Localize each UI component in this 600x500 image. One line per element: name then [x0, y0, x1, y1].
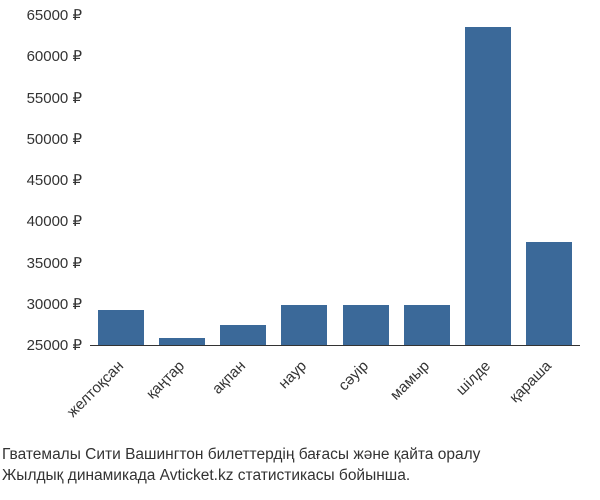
caption-line1: Гватемалы Сити Вашингтон билеттердің бағ… [2, 446, 480, 463]
chart-caption: Гватемалы Сити Вашингтон билеттердің бағ… [0, 445, 600, 487]
bar [220, 325, 266, 345]
bars-container [90, 15, 580, 345]
y-tick-label: 25000 ₽ [0, 336, 82, 354]
y-tick-label: 55000 ₽ [0, 89, 82, 107]
bar [404, 305, 450, 345]
y-tick-label: 40000 ₽ [0, 212, 82, 230]
y-tick-label: 60000 ₽ [0, 47, 82, 65]
plot-area [90, 15, 580, 345]
bar [343, 305, 389, 345]
bar [98, 310, 144, 345]
bar [281, 305, 327, 345]
y-tick-label: 65000 ₽ [0, 6, 82, 24]
bar [159, 338, 205, 345]
y-tick-label: 30000 ₽ [0, 295, 82, 313]
y-tick-label: 35000 ₽ [0, 254, 82, 272]
caption-line2: Жылдық динамикада Avticket.kz статистика… [2, 467, 410, 484]
x-axis-line [90, 345, 580, 346]
bar [526, 242, 572, 345]
y-tick-label: 50000 ₽ [0, 130, 82, 148]
y-tick-label: 45000 ₽ [0, 171, 82, 189]
bar [465, 27, 511, 345]
price-chart: 25000 ₽ 30000 ₽ 35000 ₽ 40000 ₽ 45000 ₽ 50000… [0, 0, 600, 440]
